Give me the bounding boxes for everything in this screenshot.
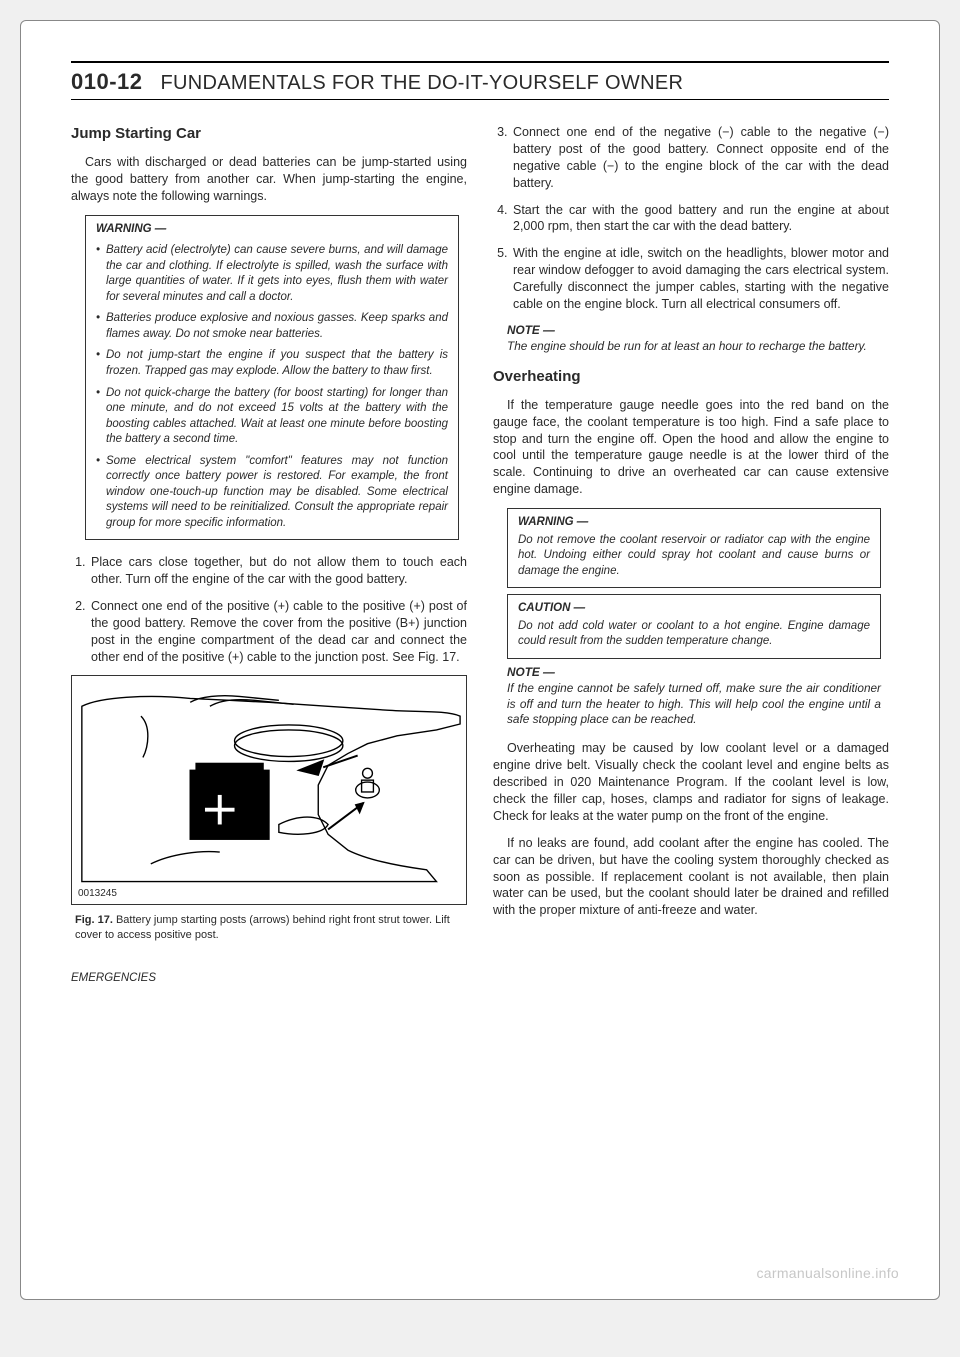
warning-title: WARNING — bbox=[96, 222, 448, 238]
step-item: Connect one end of the negative (−) cabl… bbox=[511, 124, 889, 192]
page-title: FUNDAMENTALS FOR THE DO-IT-YOURSELF OWNE… bbox=[161, 72, 684, 95]
note-block-recharge: NOTE — The engine should be run for at l… bbox=[507, 323, 881, 355]
step-item: With the engine at idle, switch on the h… bbox=[511, 245, 889, 313]
warning-item: Battery acid (electrolyte) can cause sev… bbox=[96, 243, 448, 305]
watermark: carmanualsonline.info bbox=[757, 1265, 900, 1281]
note-block-heater: NOTE — If the engine cannot be safely tu… bbox=[507, 665, 881, 729]
section-heading-overheating: Overheating bbox=[493, 367, 889, 387]
figure-caption: Fig. 17. Battery jump starting posts (ar… bbox=[71, 911, 467, 943]
warning-item: Batteries produce explosive and noxious … bbox=[96, 311, 448, 342]
step-item: Connect one end of the positive (+) cabl… bbox=[89, 598, 467, 666]
caution-box: CAUTION — Do not add cold water or coola… bbox=[507, 594, 881, 659]
left-column: Jump Starting Car Cars with discharged o… bbox=[71, 124, 467, 987]
right-column: Connect one end of the negative (−) cabl… bbox=[493, 124, 889, 987]
warning-text: Do not remove the coolant reservoir or r… bbox=[518, 533, 870, 580]
page-number: 010-12 bbox=[71, 69, 143, 95]
note-title: NOTE — bbox=[507, 665, 881, 681]
warning-box-jump-start: WARNING — Battery acid (electrolyte) can… bbox=[85, 215, 459, 540]
step-item: Start the car with the good battery and … bbox=[511, 202, 889, 236]
intro-paragraph: Cars with discharged or dead batteries c… bbox=[71, 154, 467, 205]
note-text: The engine should be run for at least an… bbox=[507, 339, 881, 355]
warning-box-coolant: WARNING — Do not remove the coolant rese… bbox=[507, 508, 881, 588]
overheating-intro: If the temperature gauge needle goes int… bbox=[493, 397, 889, 498]
figure-17: 0013245 bbox=[71, 675, 467, 905]
note-text: If the engine cannot be safely turned of… bbox=[507, 681, 881, 729]
step-item: Place cars close together, but do not al… bbox=[89, 554, 467, 588]
warning-item: Some electrical system "comfort" feature… bbox=[96, 454, 448, 532]
page-header: 010-12 FUNDAMENTALS FOR THE DO-IT-YOURSE… bbox=[71, 69, 889, 100]
two-column-layout: Jump Starting Car Cars with discharged o… bbox=[71, 124, 889, 987]
figure-label: Fig. 17. bbox=[75, 914, 113, 926]
engine-diagram-svg bbox=[72, 676, 466, 904]
warning-item: Do not jump-start the engine if you susp… bbox=[96, 348, 448, 379]
footer-section-name: EMERGENCIES bbox=[71, 971, 467, 987]
warning-item: Do not quick-charge the battery (for boo… bbox=[96, 386, 448, 448]
figure-id: 0013245 bbox=[78, 887, 117, 901]
overheating-paragraph: If no leaks are found, add coolant after… bbox=[493, 835, 889, 919]
manual-page: 010-12 FUNDAMENTALS FOR THE DO-IT-YOURSE… bbox=[20, 20, 940, 1300]
note-title: NOTE — bbox=[507, 323, 881, 339]
overheating-paragraph: Overheating may be caused by low coolant… bbox=[493, 740, 889, 824]
procedure-steps: Place cars close together, but do not al… bbox=[71, 554, 467, 665]
warning-list: Battery acid (electrolyte) can cause sev… bbox=[96, 243, 448, 531]
caution-text: Do not add cold water or coolant to a ho… bbox=[518, 619, 870, 650]
caution-title: CAUTION — bbox=[518, 601, 870, 617]
top-rule bbox=[71, 61, 889, 63]
figure-caption-text: Battery jump starting posts (arrows) beh… bbox=[75, 914, 450, 941]
procedure-steps-continued: Connect one end of the negative (−) cabl… bbox=[493, 124, 889, 313]
warning-title: WARNING — bbox=[518, 515, 870, 531]
section-heading-jump-start: Jump Starting Car bbox=[71, 124, 467, 144]
